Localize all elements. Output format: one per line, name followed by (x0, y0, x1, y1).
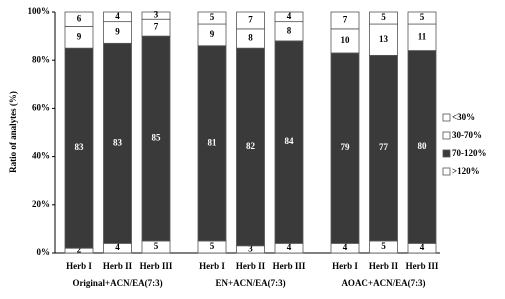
x-tick-label: Herb I (199, 261, 225, 271)
data-label: 5 (381, 241, 386, 251)
data-label: 3 (248, 243, 253, 253)
data-label: 4 (287, 11, 292, 21)
data-label: 10 (341, 35, 351, 45)
data-label: 9 (115, 27, 120, 37)
x-tick-label: Herb II (103, 261, 133, 271)
data-label: 7 (248, 14, 253, 24)
data-label: 4 (287, 242, 292, 252)
bar-segment (330, 11, 360, 30)
data-label: 4 (115, 242, 120, 252)
x-tick-label: Herb I (66, 261, 92, 271)
bar-segment (274, 11, 304, 23)
data-label: 83 (113, 137, 123, 147)
data-label: 82 (246, 141, 256, 151)
x-tick-label: Herb III (140, 261, 173, 271)
data-label: 85 (152, 133, 162, 143)
y-tick-label: 0% (37, 247, 51, 257)
data-label: 5 (154, 241, 159, 251)
data-label: 79 (341, 142, 351, 152)
bar-segment (369, 23, 398, 56)
legend-swatch (442, 131, 451, 140)
data-label: 4 (420, 242, 425, 252)
bar-segment (236, 47, 265, 247)
x-tick-label: Herb I (332, 261, 358, 271)
y-tick-label: 100% (28, 6, 51, 16)
data-label: 83 (75, 142, 85, 152)
bar-segment (64, 11, 94, 27)
data-label: 6 (77, 13, 82, 23)
bar-segment (236, 11, 265, 30)
data-label: 5 (420, 12, 425, 22)
data-label: 7 (154, 22, 159, 32)
x-tick-label: Herb II (369, 261, 399, 271)
bar-segment (141, 11, 171, 20)
legend-label: <30% (452, 112, 475, 122)
y-tick-label: 60% (32, 102, 50, 112)
bar-segment (197, 11, 227, 25)
data-label: 9 (77, 31, 82, 41)
legend-label: 30-70% (452, 130, 482, 140)
bar-segment (103, 11, 132, 23)
data-label: 77 (379, 142, 389, 152)
bar-segment (369, 11, 398, 25)
data-label: 4 (115, 11, 120, 21)
y-tick-label: 20% (32, 199, 50, 209)
data-label: 8 (287, 25, 292, 35)
data-label: 13 (379, 34, 389, 44)
x-tick-label: Herb III (406, 261, 439, 271)
bar-segment (407, 11, 437, 25)
x-tick-label: Herb II (236, 261, 266, 271)
data-label: 7 (343, 14, 348, 24)
bar-segment (274, 40, 304, 244)
data-label: 80 (418, 141, 428, 151)
data-label: 8 (248, 33, 253, 43)
group-label: AOAC+ACN/EA(7:3) (341, 278, 425, 288)
legend-swatch (442, 149, 451, 158)
data-label: 9 (210, 29, 215, 39)
group-label: Original+ACN/EA(7:3) (72, 278, 162, 288)
data-label: 84 (285, 136, 295, 146)
data-label: 81 (208, 137, 218, 147)
bar-segment (330, 52, 360, 244)
data-label: 5 (210, 241, 215, 251)
legend-swatch (442, 167, 451, 176)
data-label: 2 (77, 245, 82, 255)
bar-segment (407, 50, 437, 244)
bar-segment (330, 28, 360, 54)
data-label: 4 (343, 242, 348, 252)
data-label: 5 (381, 12, 386, 22)
legend-label: >120% (452, 166, 480, 176)
bar-segment (141, 35, 171, 242)
data-label: 3 (154, 10, 159, 20)
group-label: EN+ACN/EA(7:3) (215, 278, 285, 288)
legend-label: 70-120% (452, 148, 487, 158)
data-label: 5 (210, 12, 215, 22)
y-tick-label: 40% (32, 151, 50, 161)
y-axis-label: Ratio of analytes (%) (8, 91, 18, 173)
y-tick-label: 80% (32, 54, 50, 64)
legend-swatch (442, 113, 451, 122)
data-label: 11 (418, 31, 427, 41)
bar-segment (197, 45, 227, 242)
x-tick-label: Herb III (273, 261, 306, 271)
